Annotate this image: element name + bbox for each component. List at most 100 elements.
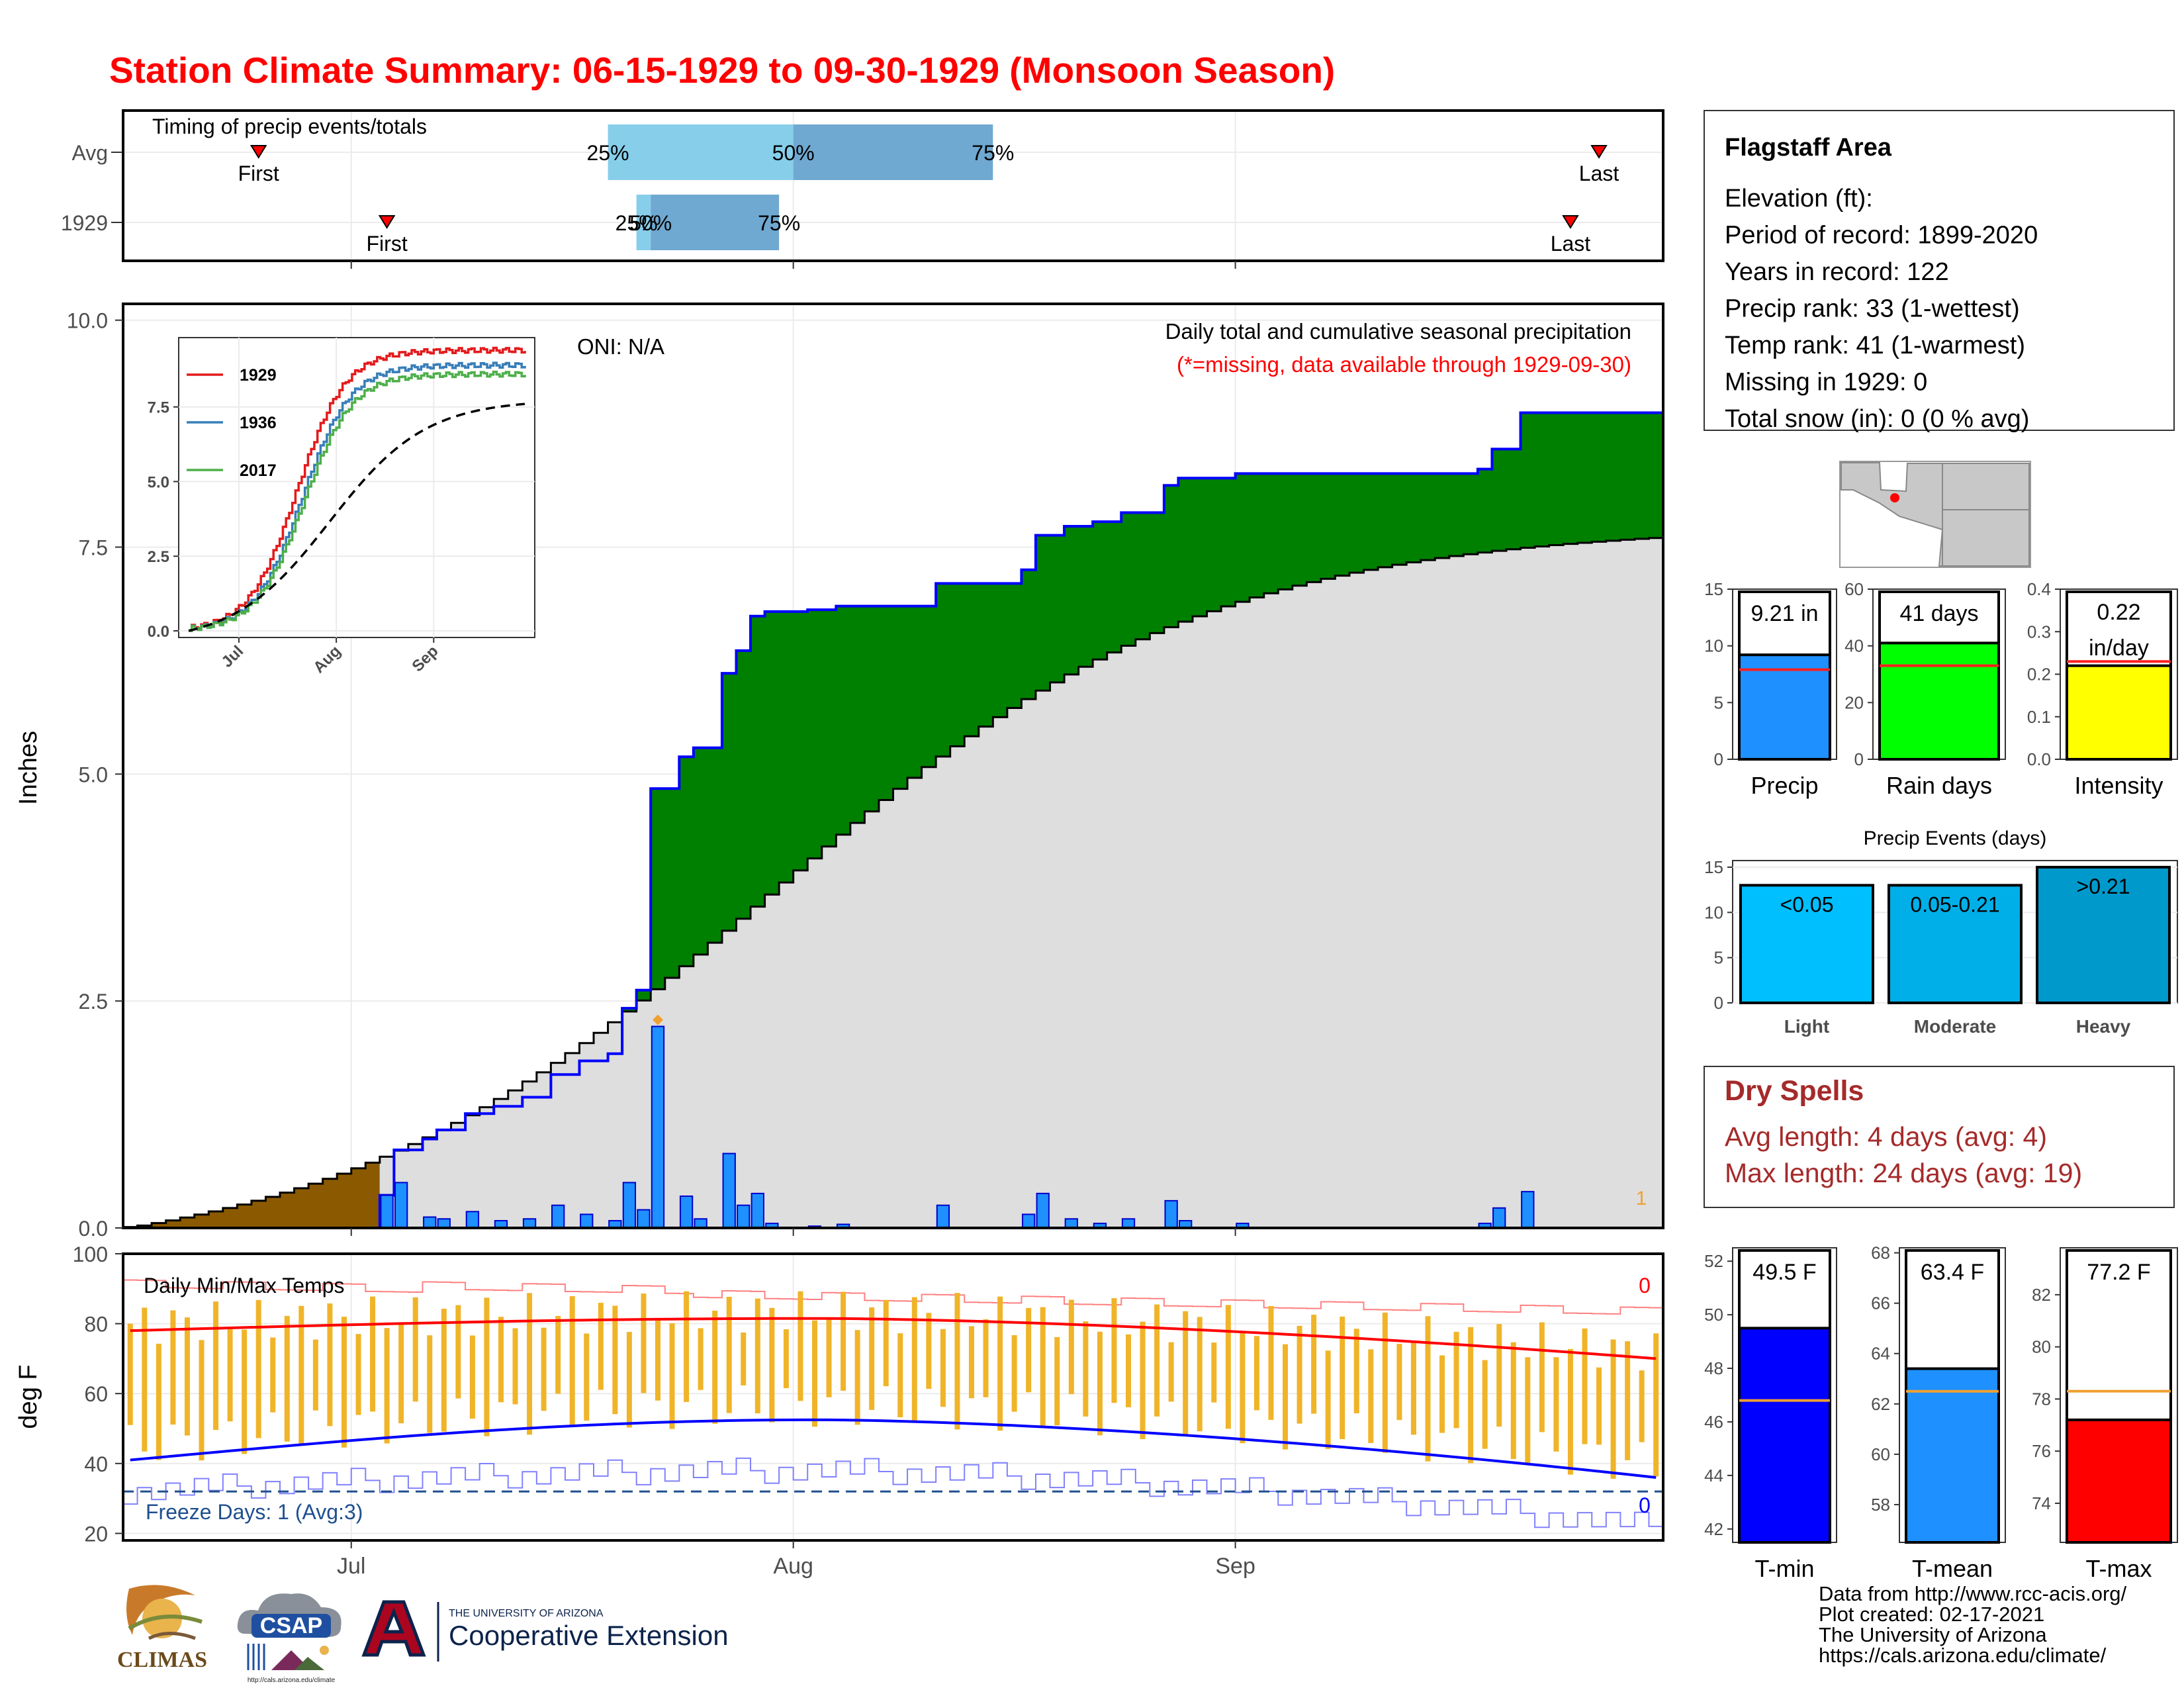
temp-panel-border [122,1252,1664,1542]
daily-temp-range-bar [811,1320,817,1427]
inset-ytick-label: 0.0 [148,623,169,641]
daily-precip-bar [694,1218,707,1229]
avg-tmin-line [130,1418,1657,1479]
daily-precip-bar [1036,1192,1050,1229]
station-info-line: Precip rank: 33 (1-wettest) [1725,295,2020,323]
precip-ytick-label: 0.0 [79,1217,108,1241]
temp-ylabel: deg F [15,1364,42,1429]
mini-chart-category: Intensity [2074,772,2163,799]
daily-temp-range-bar [242,1329,248,1454]
footer-source: Data from http://www.rcc-acis.org/ [1819,1582,2127,1605]
daily-temp-range-bar [826,1319,832,1397]
daily-precip-bar [936,1204,950,1229]
daily-temp-range-bar [156,1343,161,1460]
daily-temp-range-bar [1510,1342,1516,1460]
daily-temp-range-bar [1168,1342,1174,1402]
inset-series-line [189,370,526,632]
mini-chart-value-label: 63.4 F [1921,1260,1984,1285]
precip-ytick-label: 5.0 [79,763,108,786]
daily-temp-range-bar [184,1317,190,1436]
daily-temp-range-bar [954,1293,960,1430]
footer-institution: The University of Arizona [1819,1623,2047,1646]
dry-spells-box [1704,1066,2175,1208]
daily-temp-range-bar [1183,1311,1189,1436]
daily-temp-range-bar [199,1340,205,1461]
timing-p50-label: 50% [772,141,815,165]
mini-chart-value-label: 41 days [1899,601,1978,626]
daily-temp-range-bar [1439,1355,1445,1433]
daily-temp-range-bar [1097,1331,1103,1436]
daily-precip-bar [722,1152,736,1229]
daily-temp-range-bar [783,1329,789,1389]
daily-temp-range-bar [854,1330,860,1425]
temp-chart-title: Daily Min/Max Temps [144,1274,344,1297]
timing-first-label: First [367,232,408,256]
mini-chart-ytick-label: 10 [1704,636,1723,656]
daily-temp-range-bar [769,1307,775,1423]
oni-annotation: ONI: N/A [577,334,664,359]
daily-temp-range-bar [1083,1321,1089,1417]
daily-temp-range-bar [1368,1349,1374,1443]
mini-chart-ytick-label: 50 [1704,1305,1723,1325]
avg-tmax-line [130,1317,1657,1360]
daily-temp-range-bar [1453,1331,1459,1429]
mini-chart-category: T-max [2085,1555,2152,1582]
mini-chart-value-label: 49.5 F [1752,1260,1816,1285]
temp-ytick-label: 40 [84,1452,108,1476]
timing-last-marker [1562,215,1579,229]
daily-temp-range-bar [997,1296,1003,1431]
mini-chart-ytick-label: 82 [2032,1285,2051,1305]
daily-temp-range-bar [1240,1331,1246,1444]
daily-temp-range-bar [498,1317,504,1403]
climas-logo: CLIMAS [109,1582,215,1675]
daily-precip-bar [1164,1199,1178,1229]
daily-temp-range-bar [227,1329,233,1422]
daily-temp-range-bar [584,1333,590,1421]
daily-temp-range-bar [1126,1334,1132,1407]
temp-top-count: 0 [1639,1274,1651,1297]
daily-temp-range-bar [270,1337,276,1413]
daily-precip-bar [1064,1218,1078,1229]
daily-temp-range-bar [541,1327,547,1411]
csap-url-text: http://cals.arizona.edu/climate [248,1677,336,1684]
freeze-days-label: Freeze Days: 1 (Avg:3) [146,1500,363,1524]
mini-chart-ytick-label: 52 [1704,1251,1723,1271]
inset-legend-label: 1936 [240,414,277,432]
daily-temp-range-bar [1225,1305,1231,1429]
mini-chart-ytick-label: 68 [1871,1243,1890,1263]
inset-ytick-label: 5.0 [148,473,169,491]
daily-temp-range-bar [1211,1342,1217,1403]
record-low-line [123,1457,1663,1528]
daily-temp-range-bar [1396,1344,1402,1421]
daily-temp-range-bar [170,1310,176,1425]
university-of-arizona-logo: THE UNIVERSITY OF ARIZONA Cooperative Ex… [357,1595,741,1668]
ua-line2-text: Cooperative Extension [449,1620,729,1651]
mini-chart-value-label: 9.21 in [1751,601,1818,626]
footer-url: https://cals.arizona.edu/climate/ [1819,1644,2107,1667]
events-category: Moderate [1914,1016,1996,1037]
timing-panel-border [122,109,1664,262]
daily-precip-bar [1492,1207,1506,1229]
daily-temp-range-bar [327,1303,333,1427]
inset-panel [178,337,535,638]
daily-temp-range-bar [1639,1370,1645,1442]
daily-precip-bar [580,1213,594,1229]
cumulative-average-area [379,538,1664,1229]
daily-temp-range-bar [841,1291,846,1391]
daily-temp-range-bar [926,1313,932,1389]
inset-legend-label: 2017 [240,461,277,480]
mini-chart-bar [2066,664,2172,761]
daily-temp-range-bar [484,1297,490,1436]
mini-chart-value-label: in/day [2089,635,2149,661]
station-location-marker [1890,493,1899,502]
daily-temp-range-bar [1425,1316,1431,1462]
daily-temp-range-bar [1140,1321,1146,1439]
daily-temp-range-bar [312,1339,318,1411]
events-bar [2036,866,2171,1004]
timing-p25-label: 25% [615,211,658,235]
daily-temp-range-bar [255,1299,261,1438]
daily-temp-range-bar [527,1293,533,1435]
timing-p50-label: 50% [629,211,672,235]
daily-precip-bar [737,1204,751,1229]
daily-temp-range-bar [1026,1307,1032,1393]
